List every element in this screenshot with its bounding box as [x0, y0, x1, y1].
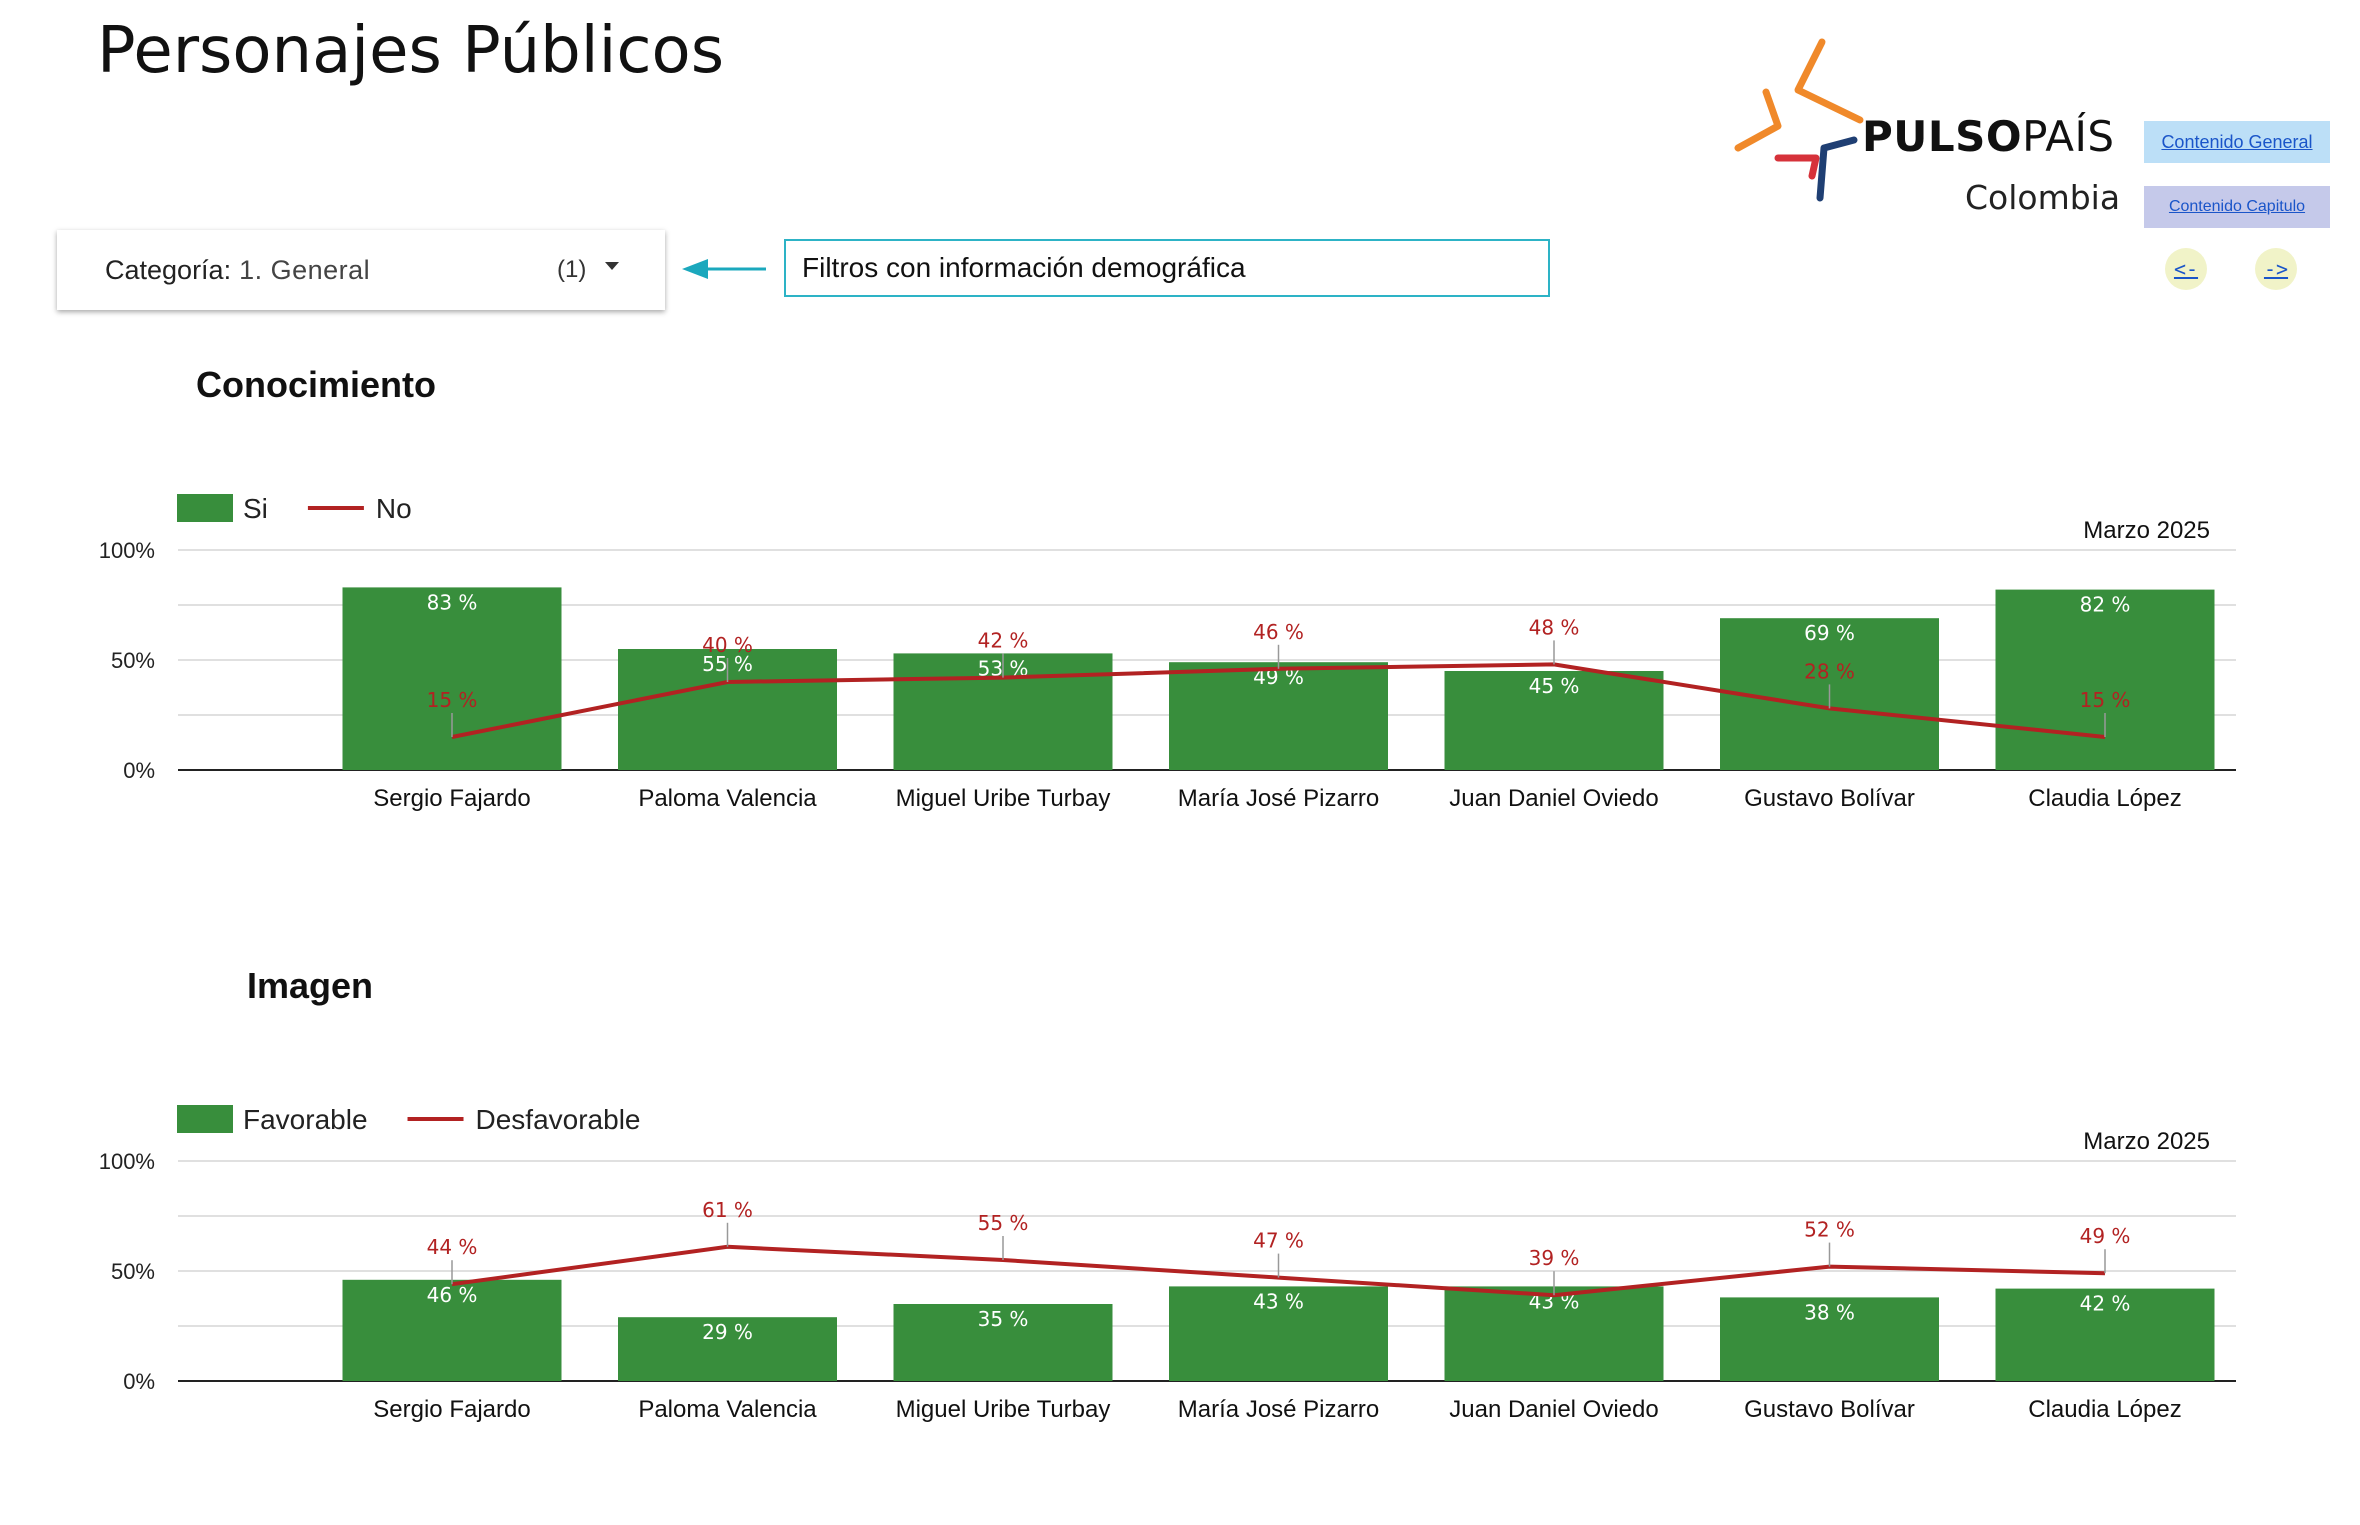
y-tick-label: 100% — [99, 538, 155, 563]
bar — [893, 1304, 1113, 1381]
line-value-label: 42 % — [978, 629, 1029, 653]
bar — [1444, 671, 1664, 770]
bar-value-label: 35 % — [978, 1307, 1029, 1331]
line-value-label: 61 % — [702, 1198, 753, 1222]
line-value-label: 15 % — [427, 688, 478, 712]
legend-label-line: No — [376, 493, 412, 524]
x-category-label: María José Pizarro — [1178, 785, 1379, 812]
filter-label: Categoría: — [105, 254, 232, 285]
x-category-label: Sergio Fajardo — [373, 785, 530, 812]
period-label: Marzo 2025 — [2083, 517, 2210, 544]
conocimiento-chart: Conocimiento 0% 50% 100% Si No Marzo 2025 83 %… — [0, 350, 2360, 910]
filter-count: (1) — [557, 256, 587, 283]
legend-label-bar: Si — [243, 493, 268, 524]
x-category-label: Claudia López — [2028, 1396, 2181, 1423]
line-value-label: 15 % — [2080, 688, 2131, 712]
legend-swatch-bar — [177, 1105, 233, 1133]
bar — [1720, 1297, 1939, 1381]
page-title: Personajes Públicos — [97, 14, 725, 88]
x-category-label: Gustavo Bolívar — [1744, 1396, 1915, 1423]
y-tick-label: 100% — [99, 1149, 155, 1174]
bar-value-label: 42 % — [2080, 1292, 2131, 1316]
chevron-down-icon — [605, 262, 619, 270]
imagen-chart-svg: 0% 50% 100% Favorable Desfavorable Marzo 2025… — [99, 1104, 2236, 1423]
y-tick-label: 0% — [123, 758, 155, 783]
line-value-label: 46 % — [1253, 620, 1304, 644]
note-text: Filtros con información demográfica — [802, 252, 1246, 283]
conocimiento-chart-svg: 0% 50% 100% Si No Marzo 2025 83 % Sergio Fajard… — [99, 493, 2236, 812]
line-value-label: 40 % — [702, 633, 753, 657]
logo-country: Colombia — [1965, 178, 2121, 217]
line-value-label: 49 % — [2080, 1224, 2131, 1248]
bar — [1169, 662, 1388, 770]
chart-title: Conocimiento — [196, 364, 436, 405]
pulsopais-logo-icon — [1734, 38, 1864, 202]
bar — [1995, 1288, 2215, 1381]
line-value-label: 47 % — [1253, 1229, 1304, 1253]
bar-value-label: 82 % — [2080, 593, 2131, 617]
chart-title: Imagen — [247, 965, 374, 1006]
bar — [342, 587, 562, 770]
line-value-label: 28 % — [1804, 659, 1855, 683]
x-category-label: Miguel Uribe Turbay — [896, 1396, 1111, 1423]
period-label: Marzo 2025 — [2083, 1128, 2210, 1155]
y-tick-label: 50% — [111, 1259, 155, 1284]
logo-wordmark: PULSOPAÍS — [1862, 112, 2115, 161]
contenido-capitulo-link[interactable]: Contenido Capitulo — [2144, 186, 2330, 228]
x-category-label: Gustavo Bolívar — [1744, 785, 1915, 812]
imagen-chart: Imagen 0% 50% 100% Favorable Desfavorable Mar… — [0, 965, 2360, 1525]
x-category-label: Juan Daniel Oviedo — [1449, 785, 1658, 812]
line-value-label: 52 % — [1804, 1218, 1855, 1242]
previous-page-button[interactable]: <- — [2165, 248, 2207, 290]
bar-value-label: 29 % — [702, 1320, 753, 1344]
contenido-general-link[interactable]: Contenido General — [2144, 121, 2330, 163]
bar-value-label: 83 % — [427, 590, 478, 614]
filter-value: 1. General — [239, 254, 371, 285]
y-tick-label: 50% — [111, 648, 155, 673]
line-value-label: 39 % — [1529, 1246, 1580, 1270]
x-category-label: Juan Daniel Oviedo — [1449, 1396, 1658, 1423]
category-filter-dropdown[interactable]: Categoría: 1. General (1) — [57, 230, 665, 310]
x-category-label: Miguel Uribe Turbay — [896, 785, 1111, 812]
x-category-label: Claudia López — [2028, 785, 2181, 812]
y-tick-label: 0% — [123, 1369, 155, 1394]
bar-value-label: 38 % — [1804, 1300, 1855, 1324]
bar — [1444, 1286, 1664, 1381]
bar — [618, 1317, 837, 1381]
line-value-label: 48 % — [1529, 615, 1580, 639]
bar-value-label: 69 % — [1804, 621, 1855, 645]
legend-label-line: Desfavorable — [476, 1104, 641, 1135]
next-page-button[interactable]: -> — [2255, 248, 2297, 290]
legend-swatch-bar — [177, 494, 233, 522]
line-value-label: 55 % — [978, 1211, 1029, 1235]
legend-label-bar: Favorable — [243, 1104, 368, 1135]
bar — [1169, 1286, 1388, 1381]
x-category-label: Paloma Valencia — [638, 1396, 817, 1423]
bar — [342, 1279, 562, 1381]
bar-value-label: 43 % — [1253, 1289, 1304, 1313]
bar — [1995, 589, 2215, 770]
x-category-label: Paloma Valencia — [638, 785, 817, 812]
bar-value-label: 45 % — [1529, 674, 1580, 698]
x-category-label: Sergio Fajardo — [373, 1396, 530, 1423]
demographic-filters-note: Filtros con información demográfica — [784, 239, 1550, 297]
bar-value-label: 46 % — [427, 1283, 478, 1307]
x-category-label: María José Pizarro — [1178, 1396, 1379, 1423]
line-value-label: 44 % — [427, 1235, 478, 1259]
arrow-left-icon — [682, 259, 766, 279]
